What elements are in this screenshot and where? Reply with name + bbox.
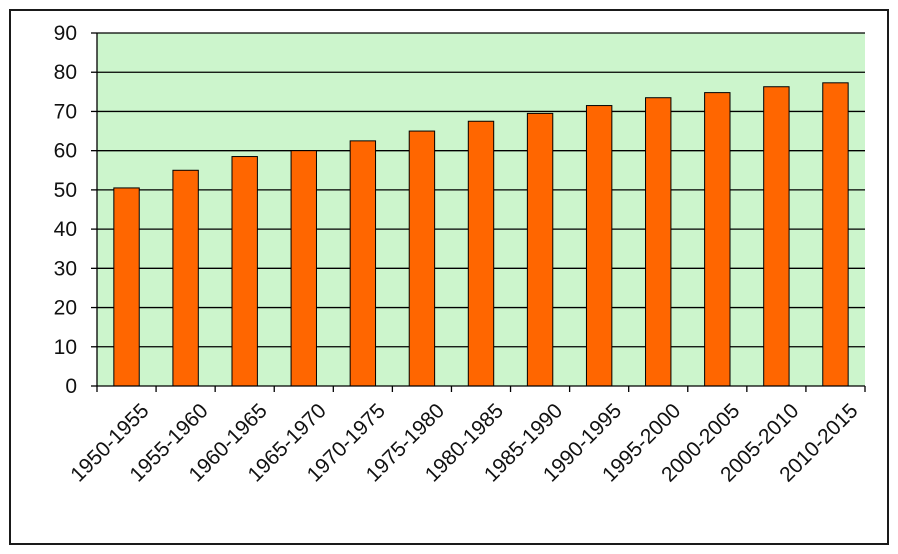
bar bbox=[763, 86, 790, 387]
y-tick-label: 70 bbox=[54, 100, 77, 123]
y-tick-label: 0 bbox=[65, 375, 77, 398]
y-tick-labels: 0 10 20 30 40 50 60 70 80 90 bbox=[54, 22, 77, 398]
y-tick-label: 50 bbox=[54, 179, 77, 202]
bar bbox=[585, 105, 613, 387]
y-tick-label: 10 bbox=[54, 336, 77, 359]
bar bbox=[408, 130, 436, 387]
bars bbox=[113, 82, 849, 387]
bar bbox=[822, 82, 849, 387]
y-tick-label: 80 bbox=[54, 61, 77, 84]
y-tick-label: 20 bbox=[54, 297, 77, 320]
bar bbox=[349, 140, 377, 387]
x-tick-labels: 1950-19551955-19601960-19651965-19701970… bbox=[66, 399, 862, 486]
bar bbox=[645, 97, 672, 387]
axes bbox=[91, 32, 866, 392]
y-tick-label: 60 bbox=[54, 140, 77, 163]
bar bbox=[704, 92, 731, 387]
bar bbox=[467, 120, 495, 387]
bar bbox=[290, 150, 317, 387]
y-tick-label: 30 bbox=[54, 257, 77, 280]
bar bbox=[526, 112, 554, 387]
bar bbox=[113, 187, 140, 387]
y-tick-label: 90 bbox=[54, 22, 77, 45]
bar bbox=[172, 169, 199, 387]
bar bbox=[231, 156, 258, 387]
y-tick-label: 40 bbox=[54, 218, 77, 241]
